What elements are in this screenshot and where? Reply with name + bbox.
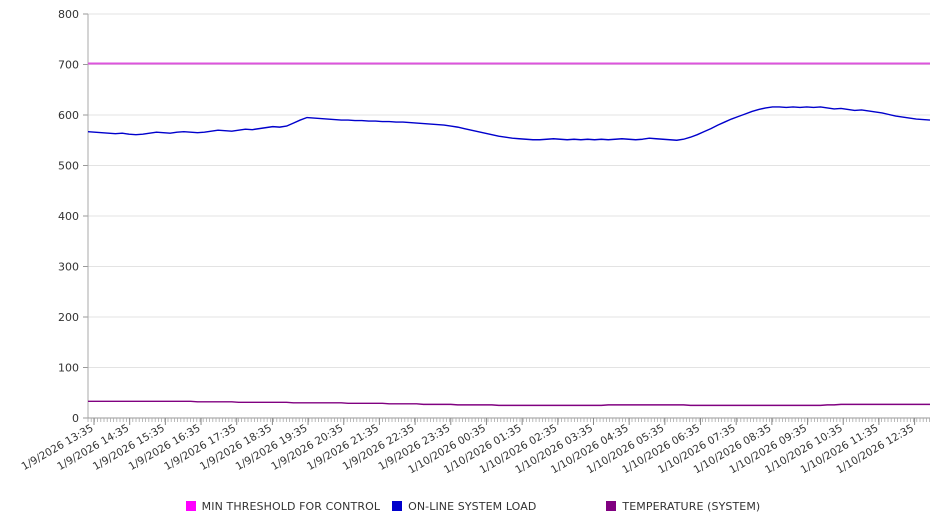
- legend-swatch-min-threshold: [185, 501, 196, 511]
- y-tick-label: 700: [58, 59, 79, 72]
- grid-lines: [83, 13, 930, 419]
- legend-swatch-online-system-load: [392, 501, 403, 511]
- chart-legend: MIN THRESHOLD FOR CONTROL ON-LINE SYSTEM…: [0, 495, 946, 517]
- legend-item-min-threshold[interactable]: MIN THRESHOLD FOR CONTROL: [185, 499, 381, 513]
- series-lines: [87, 62, 931, 407]
- legend-item-temperature-system[interactable]: TEMPERATURE (SYSTEM): [606, 500, 760, 513]
- legend-item-online-system-load[interactable]: ON-LINE SYSTEM LOAD: [392, 500, 536, 513]
- x-axis-tick-labels: 1/9/2026 13:351/9/2026 14:351/9/2026 15:…: [20, 422, 917, 476]
- legend-label-online-system-load: ON-LINE SYSTEM LOAD: [408, 499, 537, 513]
- y-tick-label: 600: [58, 109, 79, 122]
- y-tick-label: 0: [72, 412, 79, 425]
- legend-label-temperature-system: TEMPERATURE (SYSTEM): [622, 499, 761, 513]
- y-tick-label: 300: [58, 261, 79, 274]
- y-tick-label: 200: [58, 311, 79, 324]
- series-line: [88, 400, 930, 407]
- y-tick-label: 800: [58, 8, 79, 21]
- y-tick-label: 400: [58, 210, 79, 223]
- y-tick-label: 500: [58, 160, 79, 173]
- x-axis-minor-ticks: [87, 418, 930, 422]
- x-axis-major-ticks: [93, 418, 916, 425]
- y-axis-tick-labels: 0 100 200 300 400 500 600 700 800: [58, 8, 79, 425]
- y-tick-label: 100: [58, 362, 79, 375]
- legend-label-min-threshold: MIN THRESHOLD FOR CONTROL: [201, 499, 381, 513]
- series-line: [87, 106, 931, 141]
- legend-swatch-temperature-system: [606, 501, 617, 511]
